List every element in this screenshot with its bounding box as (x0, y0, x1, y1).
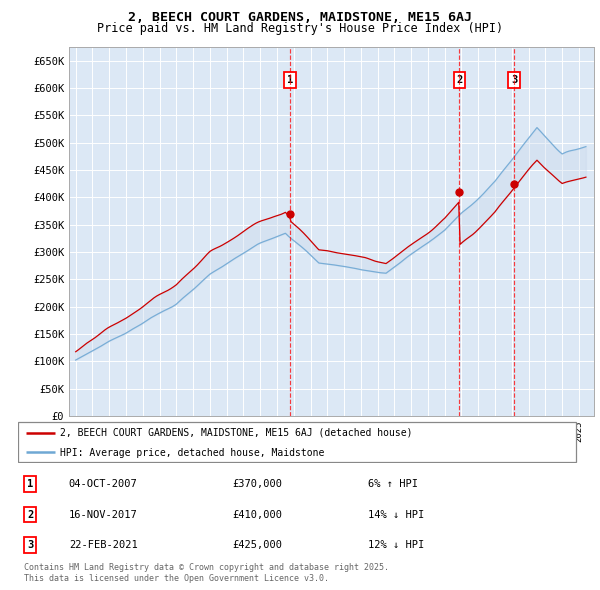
Text: 16-NOV-2017: 16-NOV-2017 (69, 510, 137, 520)
Text: £410,000: £410,000 (232, 510, 283, 520)
Text: 2: 2 (27, 510, 34, 520)
Text: £425,000: £425,000 (232, 540, 283, 550)
Text: Contains HM Land Registry data © Crown copyright and database right 2025.
This d: Contains HM Land Registry data © Crown c… (24, 563, 389, 583)
Text: HPI: Average price, detached house, Maidstone: HPI: Average price, detached house, Maid… (60, 448, 325, 457)
Text: 3: 3 (511, 75, 517, 85)
Text: 22-FEB-2021: 22-FEB-2021 (69, 540, 137, 550)
Text: 12% ↓ HPI: 12% ↓ HPI (368, 540, 424, 550)
Text: 1: 1 (287, 75, 293, 85)
Text: Price paid vs. HM Land Registry's House Price Index (HPI): Price paid vs. HM Land Registry's House … (97, 22, 503, 35)
Text: 2, BEECH COURT GARDENS, MAIDSTONE, ME15 6AJ: 2, BEECH COURT GARDENS, MAIDSTONE, ME15 … (128, 11, 472, 24)
Text: 6% ↑ HPI: 6% ↑ HPI (368, 480, 418, 489)
Text: 2, BEECH COURT GARDENS, MAIDSTONE, ME15 6AJ (detached house): 2, BEECH COURT GARDENS, MAIDSTONE, ME15 … (60, 428, 413, 438)
Text: 04-OCT-2007: 04-OCT-2007 (69, 480, 137, 489)
Text: 1: 1 (27, 480, 34, 489)
Text: 3: 3 (27, 540, 34, 550)
Text: 14% ↓ HPI: 14% ↓ HPI (368, 510, 424, 520)
Text: 2: 2 (457, 75, 463, 85)
Text: £370,000: £370,000 (232, 480, 283, 489)
FancyBboxPatch shape (18, 422, 577, 463)
